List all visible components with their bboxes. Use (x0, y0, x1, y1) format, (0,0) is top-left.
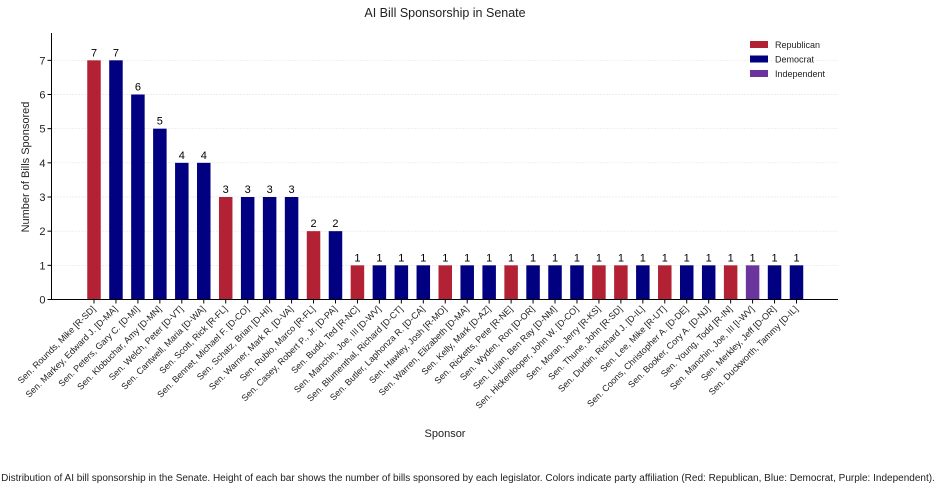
bar-value-label: 2 (332, 218, 338, 230)
bar-value-label: 1 (420, 252, 426, 264)
bar-value-label: 2 (310, 218, 316, 230)
bar (701, 265, 716, 300)
figure-caption: Distribution of AI bill sponsorship in t… (1, 473, 935, 484)
gridlines (51, 59, 838, 266)
bar-value-label: 1 (771, 252, 777, 264)
bar-value-label: 4 (179, 150, 185, 162)
bar-value-labels: 7 7 6 5 4 4 3 3 3 3 2 2 1 1 1 1 1 1 1 1 1 1 1 1 1 1 1 1 1 1 1 1 1 (91, 47, 800, 264)
bar (109, 60, 123, 300)
bar (614, 265, 628, 300)
chart-title: AI Bill Sponsorship in Senate (364, 6, 525, 20)
bar-value-label: 7 (91, 47, 97, 59)
legend-swatch (750, 41, 768, 48)
bar (416, 265, 431, 300)
y-axis-label: Number of Bills Sponsored (20, 102, 32, 233)
bar-value-label: 1 (662, 252, 668, 264)
legend-label: Independent (775, 69, 826, 79)
bar (175, 162, 189, 300)
y-tick-labels: 0 1 2 3 4 5 6 7 (39, 55, 52, 307)
bar-value-label: 1 (640, 252, 646, 264)
bar (789, 265, 804, 300)
bar-value-label: 3 (267, 184, 273, 196)
bar-value-label: 3 (223, 184, 229, 196)
bar (570, 265, 584, 300)
legend-label: Democrat (775, 55, 815, 65)
legend-swatch (750, 70, 768, 77)
bar (658, 265, 672, 300)
bar (262, 197, 277, 300)
bar-value-label: 1 (596, 252, 602, 264)
bar-value-label: 1 (793, 252, 799, 264)
x-tick-label: Sen. Markey, Edward J. [D-MA] (24, 304, 120, 400)
legend: Republican Democrat Independent (750, 40, 826, 79)
bar-value-label: 7 (113, 47, 119, 59)
bars-group (87, 60, 804, 300)
y-tick-label: 3 (39, 192, 45, 204)
bar (328, 231, 343, 300)
bar (482, 265, 496, 300)
bar-value-label: 1 (552, 252, 558, 264)
bar (438, 265, 452, 300)
bar (723, 265, 738, 300)
bar-value-label: 1 (464, 252, 470, 264)
bar-value-label: 1 (442, 252, 448, 264)
bar-value-label: 1 (530, 252, 536, 264)
y-tick-label: 2 (39, 226, 45, 238)
bar (504, 265, 518, 300)
legend-swatch (750, 55, 768, 63)
bar-value-label: 1 (618, 252, 624, 264)
x-axis-label: Sponsor (425, 428, 466, 440)
bar (197, 162, 211, 300)
bar (240, 197, 255, 300)
bar (306, 231, 321, 300)
bar (526, 265, 540, 300)
y-tick-label: 5 (39, 124, 45, 136)
bar-value-label: 1 (750, 252, 756, 264)
bar (767, 265, 782, 300)
bar (372, 265, 387, 300)
bar (350, 265, 365, 300)
bar-value-label: 3 (245, 184, 251, 196)
y-tick-label: 0 (39, 295, 45, 307)
bar-value-label: 5 (157, 116, 163, 128)
bar (394, 265, 409, 300)
bar-value-label: 1 (508, 252, 514, 264)
bar (745, 265, 760, 300)
bar-value-label: 1 (574, 252, 580, 264)
bar-value-label: 1 (684, 252, 690, 264)
x-tick-labels: Sen. Rounds, Mike [R-SD]Sen. Markey, Edw… (16, 299, 800, 411)
bar (153, 128, 167, 300)
bar (87, 60, 101, 300)
bar-value-label: 6 (135, 82, 141, 94)
y-tick-label: 6 (39, 90, 45, 102)
bar (284, 197, 299, 300)
y-tick-label: 4 (39, 158, 45, 170)
bar-value-label: 3 (289, 184, 295, 196)
bar (636, 265, 650, 300)
y-tick-label: 7 (39, 55, 45, 67)
y-tick-label: 1 (39, 260, 45, 272)
bar-value-label: 1 (728, 252, 734, 264)
bar-value-label: 1 (486, 252, 492, 264)
bar (548, 265, 562, 300)
bar (592, 265, 606, 300)
bar (460, 265, 474, 300)
bar (218, 197, 233, 300)
bar-value-label: 1 (376, 252, 382, 264)
bar-value-label: 1 (706, 252, 712, 264)
bar (679, 265, 694, 300)
bar-value-label: 4 (201, 150, 207, 162)
legend-label: Republican (775, 40, 820, 50)
bar-value-label: 1 (398, 252, 404, 264)
bar-value-label: 1 (354, 252, 360, 264)
bar (131, 94, 145, 300)
